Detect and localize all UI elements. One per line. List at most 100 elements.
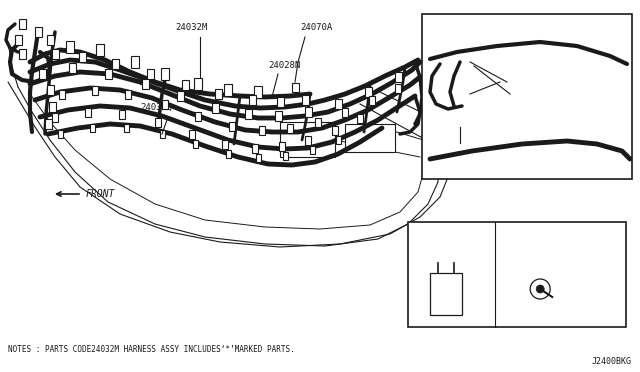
Bar — [111, 59, 118, 69]
Bar — [365, 87, 371, 97]
Bar — [155, 118, 161, 126]
Bar — [52, 112, 58, 122]
Bar — [287, 124, 293, 132]
Bar — [211, 103, 218, 113]
Bar — [275, 111, 282, 121]
Bar — [141, 79, 148, 89]
Bar — [45, 119, 51, 129]
Bar — [229, 122, 235, 131]
Bar — [162, 99, 168, 109]
Bar — [225, 150, 230, 158]
Text: J2400BKG: J2400BKG — [592, 357, 632, 366]
Bar — [315, 118, 321, 126]
Bar — [182, 80, 189, 90]
Bar — [449, 150, 456, 160]
Bar — [254, 86, 262, 98]
Bar — [195, 112, 201, 121]
Bar — [222, 140, 228, 148]
Bar — [161, 68, 169, 80]
Bar — [332, 125, 338, 135]
Bar — [177, 91, 184, 101]
Bar — [618, 55, 626, 65]
Bar — [408, 222, 626, 327]
Bar — [394, 72, 401, 82]
Text: NOTES : PARTS CODE24032M HARNESS ASSY INCLUDES‘*’MARKED PARTS.: NOTES : PARTS CODE24032M HARNESS ASSY IN… — [8, 346, 295, 355]
Bar — [593, 46, 601, 58]
Bar — [619, 80, 625, 89]
Text: 24033Q: 24033Q — [140, 103, 172, 112]
Bar — [194, 78, 202, 90]
Bar — [224, 84, 232, 96]
Bar — [19, 49, 26, 59]
Bar — [255, 154, 260, 162]
Bar — [280, 122, 335, 157]
Bar — [301, 95, 308, 105]
Bar — [335, 136, 340, 144]
Bar — [422, 14, 632, 179]
Bar — [493, 142, 500, 152]
Bar — [90, 124, 95, 132]
Bar — [433, 51, 441, 61]
Bar — [38, 69, 45, 79]
Bar — [79, 52, 86, 62]
Bar — [310, 146, 314, 154]
Bar — [259, 125, 265, 135]
Bar — [513, 38, 521, 49]
Bar — [536, 136, 543, 146]
Text: 24070A: 24070A — [300, 23, 332, 32]
Bar — [279, 141, 285, 151]
Text: 24028N: 24028N — [268, 61, 300, 70]
Text: 24070AA: 24070AA — [460, 24, 495, 33]
Text: *E4011P: *E4011P — [414, 236, 446, 245]
Text: 24032M: 24032M — [175, 23, 207, 32]
Bar — [189, 129, 195, 138]
Bar — [68, 63, 76, 73]
Bar — [125, 90, 131, 99]
Bar — [47, 35, 54, 45]
Bar — [345, 124, 395, 152]
Bar — [282, 152, 287, 160]
Bar — [124, 124, 129, 132]
Bar — [577, 140, 584, 150]
Bar — [131, 56, 139, 68]
Bar — [430, 273, 462, 315]
Bar — [473, 44, 481, 55]
Bar — [617, 64, 623, 74]
Text: 24075DB: 24075DB — [501, 248, 534, 257]
Text: FRONT: FRONT — [86, 189, 115, 199]
Bar — [85, 108, 91, 116]
Bar — [58, 130, 63, 138]
Text: *E4011PA: *E4011PA — [414, 250, 451, 259]
Bar — [369, 96, 375, 105]
Bar — [51, 49, 58, 59]
Bar — [395, 83, 401, 93]
Bar — [342, 108, 348, 116]
Bar — [248, 95, 255, 105]
Bar — [35, 27, 42, 37]
Bar — [553, 41, 561, 51]
Bar — [49, 102, 56, 112]
Bar — [214, 89, 221, 99]
Bar — [159, 130, 164, 138]
Bar — [305, 107, 312, 117]
Bar — [47, 85, 54, 95]
Circle shape — [530, 279, 550, 299]
Bar — [119, 109, 125, 119]
Bar — [276, 97, 284, 107]
Bar — [305, 135, 311, 144]
Bar — [15, 35, 22, 45]
Bar — [291, 83, 298, 92]
Bar — [357, 113, 363, 122]
Bar — [147, 69, 154, 79]
Text: *24272Y: *24272Y — [504, 84, 536, 93]
Bar — [92, 86, 98, 94]
Bar — [96, 44, 104, 56]
Text: 24075DC: 24075DC — [501, 260, 534, 269]
Bar — [104, 69, 111, 79]
Bar — [252, 144, 258, 153]
Text: 24032M: 24032M — [434, 118, 464, 127]
Bar — [611, 149, 618, 159]
Bar — [66, 41, 74, 53]
Text: 4WD: 4WD — [430, 26, 445, 35]
Bar — [19, 19, 26, 29]
